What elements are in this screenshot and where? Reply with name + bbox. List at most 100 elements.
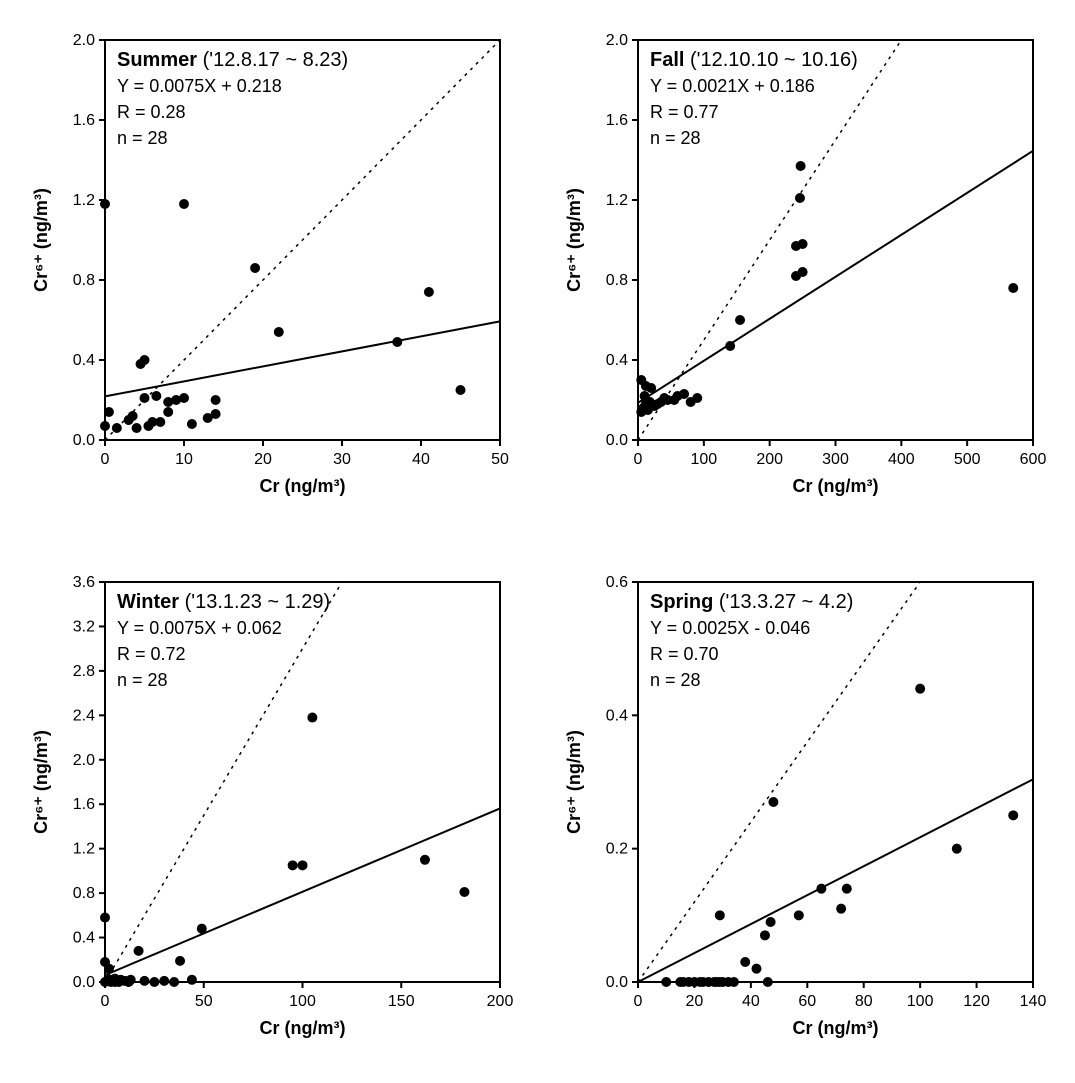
data-point (179, 393, 189, 403)
data-point (100, 199, 110, 209)
x-tick-label: 50 (491, 451, 509, 468)
x-tick-label: 150 (388, 993, 415, 1010)
panel-title: Winter ('13.1.23 ~ 1.29) (117, 591, 330, 613)
y-tick-label: 0.8 (605, 272, 627, 289)
data-point (1008, 810, 1018, 820)
data-point (104, 407, 114, 417)
x-tick-label: 0 (633, 993, 642, 1010)
panel-annotation: R = 0.77 (650, 102, 719, 122)
x-axis-label: Cr (ng/m³) (792, 1018, 878, 1038)
panel-annotation: n = 28 (117, 128, 168, 148)
x-tick-label: 20 (254, 451, 272, 468)
panel-title: Spring ('13.3.27 ~ 4.2) (650, 591, 853, 613)
y-axis-label: Cr⁶⁺ (ng/m³) (564, 188, 584, 292)
data-point (126, 974, 136, 984)
data-point (751, 963, 761, 973)
regression-line (105, 321, 500, 396)
x-tick-label: 20 (685, 993, 703, 1010)
data-point (768, 797, 778, 807)
data-point (179, 199, 189, 209)
data-point (169, 977, 179, 987)
y-tick-label: 1.6 (73, 796, 95, 813)
data-point (793, 910, 803, 920)
data-point (175, 955, 185, 965)
x-tick-label: 10 (175, 451, 193, 468)
x-tick-label: 300 (822, 451, 849, 468)
data-point (740, 957, 750, 967)
data-point (1008, 283, 1018, 293)
data-point (140, 355, 150, 365)
data-point (140, 393, 150, 403)
scatter-panel-summer: 010203040500.00.40.81.21.62.0Cr (ng/m³)C… (20, 20, 523, 522)
x-axis-label: Cr (ng/m³) (792, 476, 878, 496)
data-point (714, 910, 724, 920)
reference-line (638, 582, 920, 982)
chart-svg: 0501001502000.00.40.81.21.62.02.42.83.23… (20, 562, 520, 1062)
data-point (274, 327, 284, 337)
y-tick-label: 1.6 (73, 112, 95, 129)
x-axis-label: Cr (ng/m³) (260, 1018, 346, 1038)
x-tick-label: 140 (1019, 993, 1046, 1010)
data-point (132, 423, 142, 433)
x-tick-label: 200 (487, 993, 514, 1010)
y-tick-label: 0.0 (605, 974, 627, 991)
x-tick-label: 40 (741, 993, 759, 1010)
data-point (765, 917, 775, 927)
data-point (211, 395, 221, 405)
y-tick-label: 0.4 (73, 352, 95, 369)
regression-line (638, 151, 1033, 403)
plot-border (638, 40, 1033, 440)
y-tick-label: 0.4 (605, 352, 627, 369)
x-tick-label: 500 (953, 451, 980, 468)
chart-svg: 01002003004005006000.00.40.81.21.62.0Cr … (553, 20, 1053, 520)
x-tick-label: 120 (963, 993, 990, 1010)
data-point (459, 887, 469, 897)
x-tick-label: 400 (887, 451, 914, 468)
y-tick-label: 2.0 (73, 32, 95, 49)
y-axis-label: Cr⁶⁺ (ng/m³) (31, 188, 51, 292)
y-tick-label: 0.8 (73, 272, 95, 289)
data-point (679, 389, 689, 399)
data-point (155, 417, 165, 427)
data-point (134, 945, 144, 955)
x-axis-label: Cr (ng/m³) (260, 476, 346, 496)
data-point (951, 843, 961, 853)
data-point (288, 860, 298, 870)
y-tick-label: 2.0 (73, 751, 95, 768)
scatter-panel-winter: 0501001502000.00.40.81.21.62.02.42.83.23… (20, 562, 523, 1064)
x-tick-label: 0 (101, 993, 110, 1010)
data-point (159, 975, 169, 985)
data-point (100, 421, 110, 431)
panel-annotation: n = 28 (650, 670, 701, 690)
y-tick-label: 0.8 (73, 885, 95, 902)
data-point (100, 912, 110, 922)
y-axis-label: Cr⁶⁺ (ng/m³) (564, 730, 584, 834)
data-point (163, 407, 173, 417)
data-point (424, 287, 434, 297)
data-point (211, 409, 221, 419)
data-point (151, 391, 161, 401)
data-point (759, 930, 769, 940)
data-point (298, 860, 308, 870)
data-point (735, 315, 745, 325)
panel-annotation: n = 28 (650, 128, 701, 148)
panel-title: Fall ('12.10.10 ~ 10.16) (650, 49, 858, 71)
y-tick-label: 1.2 (73, 192, 95, 209)
panel-annotation: Y = 0.0021X + 0.186 (650, 76, 815, 96)
panel-annotation: Y = 0.0075X + 0.062 (117, 618, 282, 638)
panel-annotation: Y = 0.0025X - 0.046 (650, 618, 810, 638)
y-tick-label: 0.4 (605, 707, 627, 724)
data-point (456, 385, 466, 395)
y-tick-label: 0.2 (605, 840, 627, 857)
panel-annotation: R = 0.70 (650, 644, 719, 664)
data-point (187, 974, 197, 984)
data-point (392, 337, 402, 347)
x-tick-label: 50 (195, 993, 213, 1010)
data-point (661, 977, 671, 987)
reference-line (638, 40, 901, 440)
x-tick-label: 0 (633, 451, 642, 468)
y-tick-label: 0.0 (605, 432, 627, 449)
data-point (140, 975, 150, 985)
data-point (797, 239, 807, 249)
x-tick-label: 100 (289, 993, 316, 1010)
